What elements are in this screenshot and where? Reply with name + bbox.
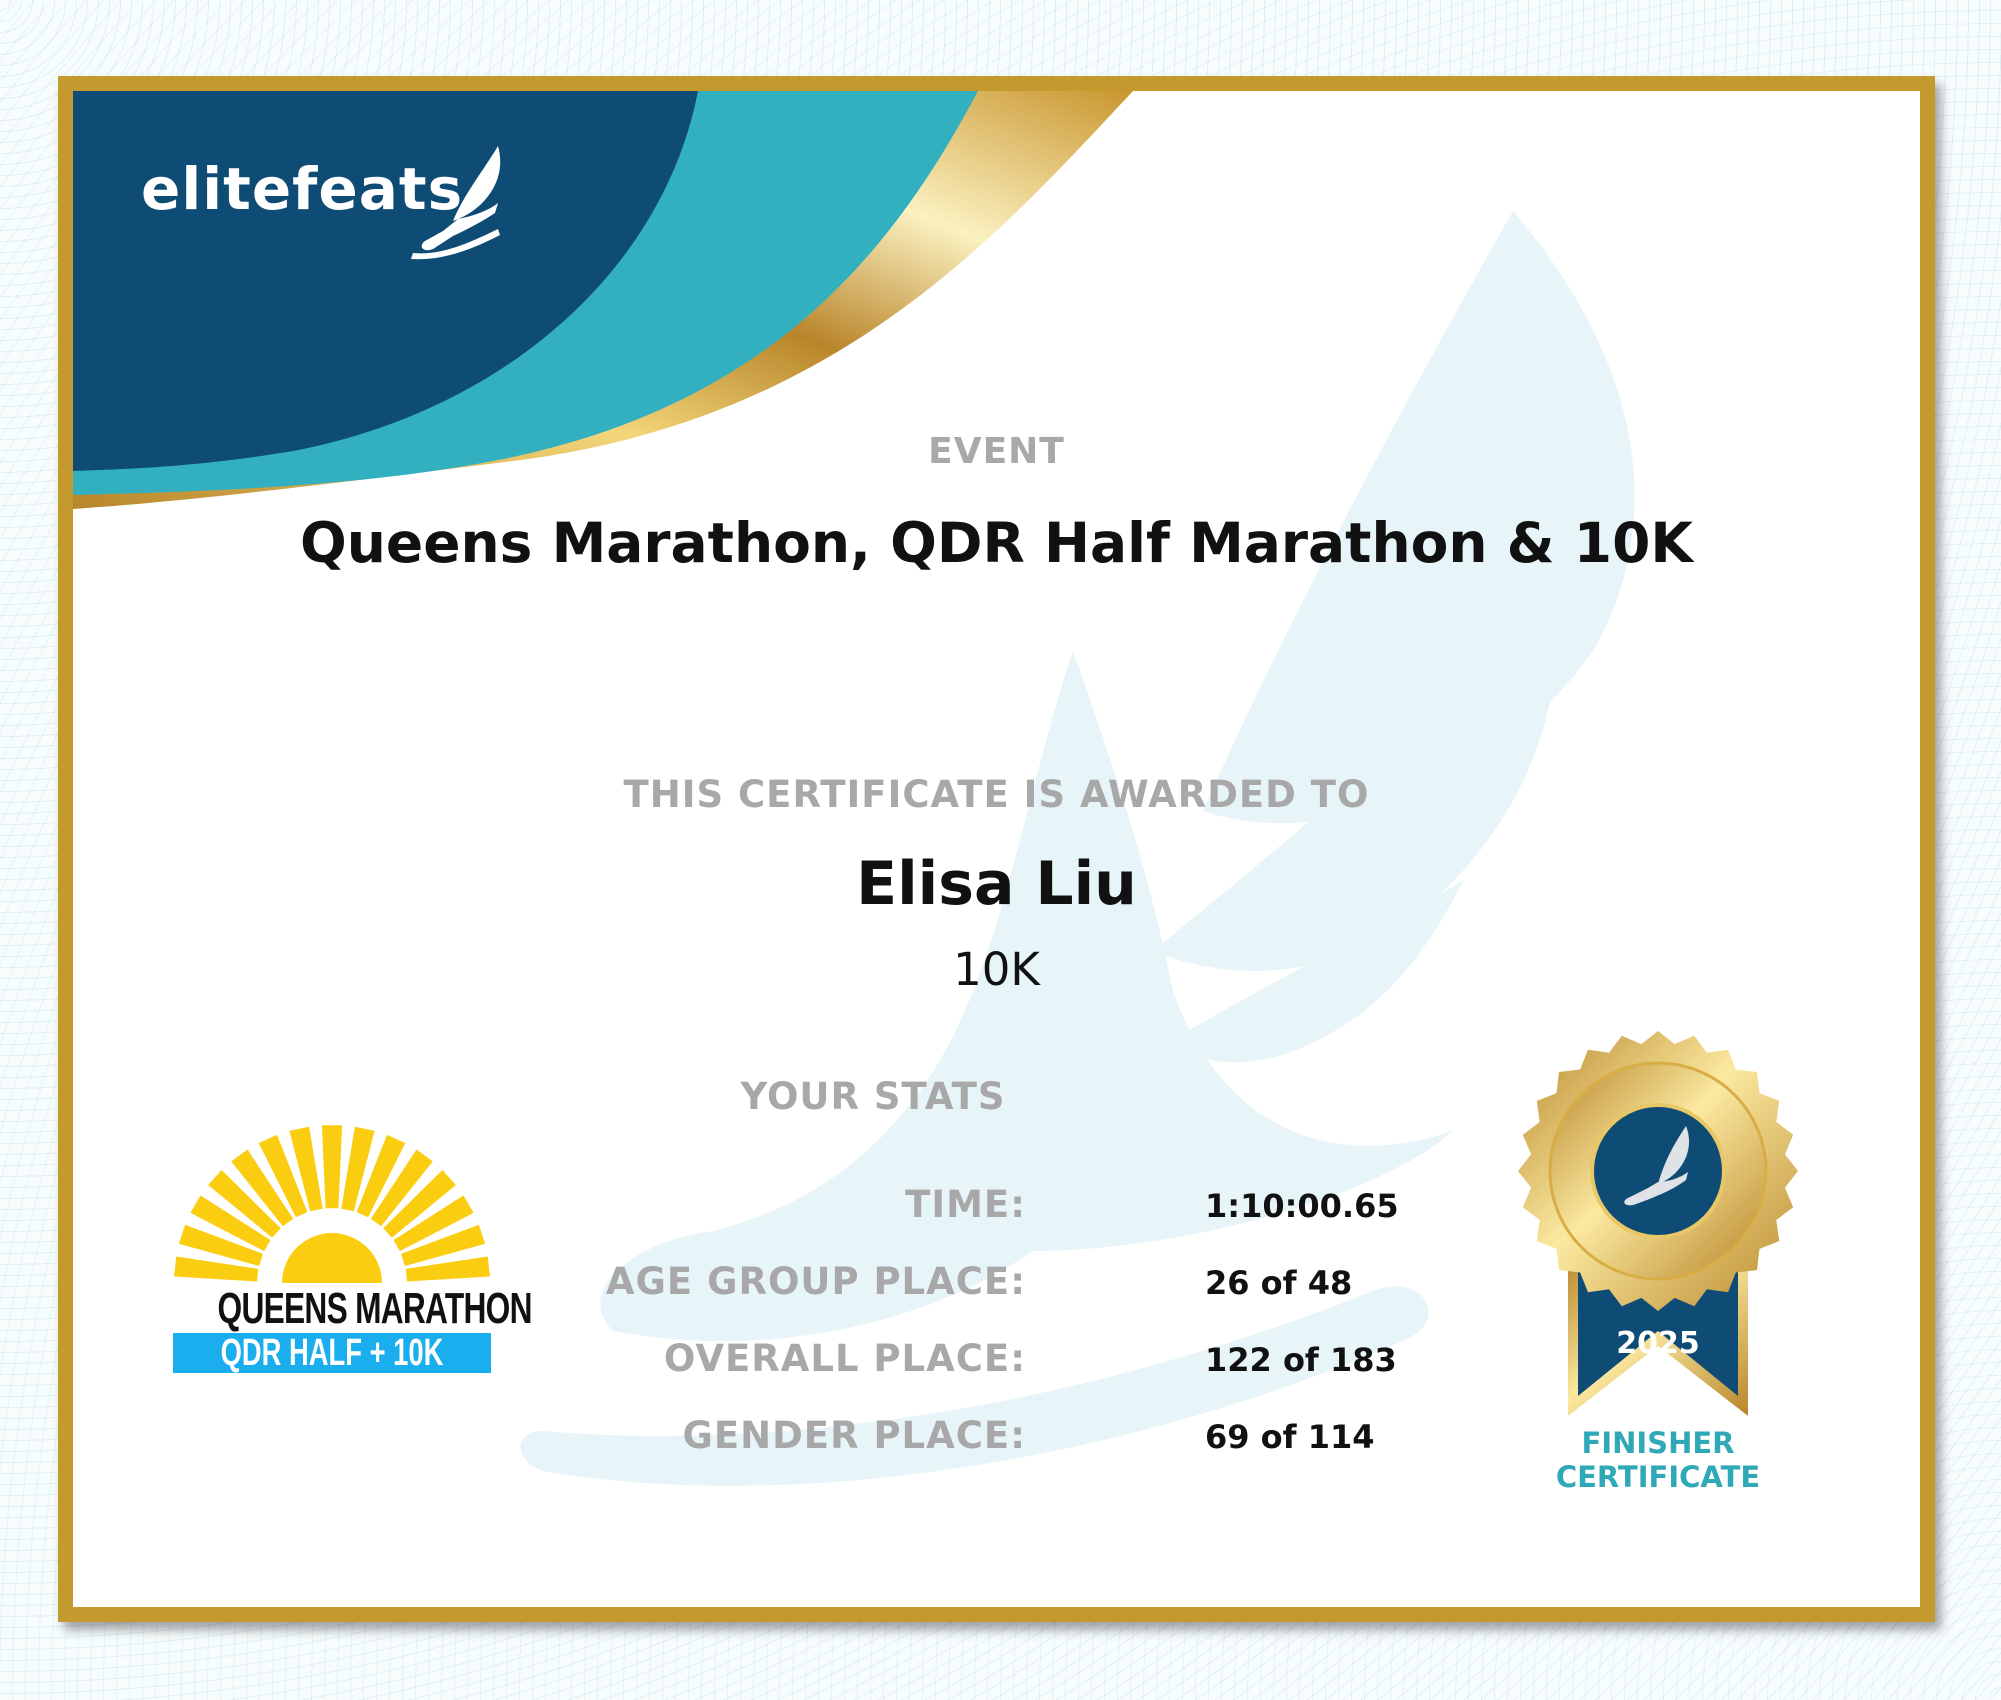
medal-ribbon-icon (1518, 1031, 1798, 1416)
event-label: EVENT (928, 431, 1065, 472)
sun-ray (393, 1195, 474, 1252)
stat-value: 1:10:00.65 (1205, 1187, 1399, 1225)
sun-ray (401, 1224, 486, 1266)
stat-value: 69 of 114 (1205, 1418, 1375, 1456)
badge-year: 2025 (1616, 1326, 1700, 1361)
sun-ray (190, 1195, 271, 1252)
recipient-name: Elisa Liu (856, 849, 1137, 919)
sun-ray (341, 1126, 375, 1212)
sun-ray (174, 1256, 259, 1282)
sun-icon (174, 1125, 490, 1283)
stat-label: AGE GROUP PLACE: (605, 1260, 1026, 1303)
header-swoosh (73, 91, 1133, 509)
elitefeats-logo: elitefeats (141, 155, 464, 223)
event-title: Queens Marathon, QDR Half Marathon & 10K (300, 511, 1693, 575)
winged-foot-watermark-icon (520, 211, 1635, 1486)
winged-foot-logo-icon (411, 146, 501, 260)
awarded-to-label: THIS CERTIFICATE IS AWARDED TO (623, 773, 1370, 816)
badge-caption: FINISHER CERTIFICATE (1508, 1426, 1808, 1494)
stat-label: GENDER PLACE: (682, 1414, 1026, 1457)
stats-title: YOUR STATS (740, 1075, 1006, 1118)
sun-ray (208, 1170, 281, 1238)
race-logo-subtitle: QDR HALF + 10K (220, 1332, 444, 1374)
sun-ray (258, 1134, 308, 1218)
stat-row-gender: GENDER PLACE: 69 of 114 (273, 1414, 1473, 1474)
race-distance: 10K (953, 943, 1040, 996)
certificate: elitefeats EVENT Queens Marathon, QDR Ha… (58, 76, 1935, 1622)
sun-ray (356, 1134, 406, 1218)
stat-value: 26 of 48 (1205, 1264, 1353, 1302)
sun-ray (321, 1125, 343, 1209)
sun-ray (178, 1224, 263, 1266)
stat-row-time: TIME: 1:10:00.65 (273, 1183, 1473, 1243)
sun-ray (370, 1149, 433, 1227)
stat-row-overall: OVERALL PLACE: 122 of 183 (273, 1337, 1473, 1397)
stat-label: TIME: (905, 1183, 1026, 1226)
sun-ray (405, 1256, 490, 1282)
badge-caption-line1: FINISHER (1581, 1426, 1735, 1460)
queens-marathon-logo: QUEENS MARATHON QDR HALF + 10K (173, 1123, 533, 1378)
sun-ray (383, 1170, 456, 1238)
sun-ray (231, 1149, 294, 1227)
stat-value: 122 of 183 (1205, 1341, 1397, 1379)
stat-row-age-group: AGE GROUP PLACE: 26 of 48 (273, 1260, 1473, 1320)
badge-caption-line2: CERTIFICATE (1555, 1460, 1761, 1494)
finisher-badge: 2025 FINISHER CERTIFICATE (1508, 1026, 1808, 1496)
race-logo-title: QUEENS MARATHON (217, 1284, 533, 1333)
race-logo-subtitle-bar: QDR HALF + 10K (173, 1333, 491, 1373)
sun-ray (289, 1126, 323, 1212)
stat-label: OVERALL PLACE: (663, 1337, 1026, 1380)
